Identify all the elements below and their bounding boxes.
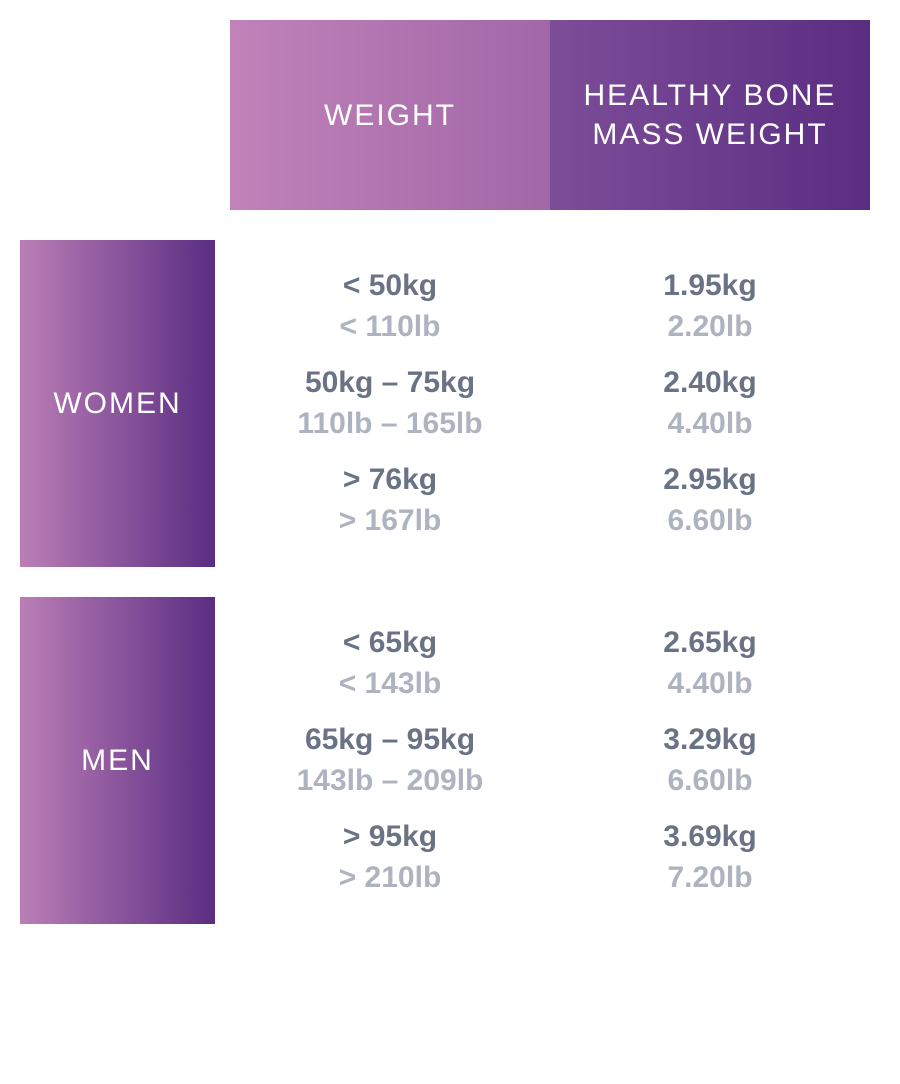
weight-kg: 50kg – 75kg xyxy=(230,363,550,404)
bone-kg: 3.29kg xyxy=(550,720,870,761)
bone-lb: 6.60lb xyxy=(550,761,870,802)
weight-kg: > 76kg xyxy=(230,460,550,501)
weight-lb: < 143lb xyxy=(230,664,550,705)
bone-lb: 4.40lb xyxy=(550,664,870,705)
table-cell: < 50kg < 110lb xyxy=(230,258,550,355)
table-cell: 3.29kg 6.60lb xyxy=(550,712,870,809)
bone-mass-table: WEIGHT HEALTHY BONE MASS WEIGHT WOMEN < … xyxy=(20,20,880,924)
bone-kg: 2.95kg xyxy=(550,460,870,501)
bone-kg: 3.69kg xyxy=(550,817,870,858)
spacer-row xyxy=(20,567,870,597)
column-header-bone-mass: HEALTHY BONE MASS WEIGHT xyxy=(550,20,870,210)
bone-kg: 2.65kg xyxy=(550,623,870,664)
weight-kg: 65kg – 95kg xyxy=(230,720,550,761)
weight-lb: > 167lb xyxy=(230,501,550,542)
table-cell: < 65kg < 143lb xyxy=(230,615,550,712)
men-weight-column: < 65kg < 143lb 65kg – 95kg 143lb – 209lb… xyxy=(230,597,550,924)
bone-lb: 4.40lb xyxy=(550,404,870,445)
table-cell: > 76kg > 167lb xyxy=(230,452,550,549)
weight-lb: 143lb – 209lb xyxy=(230,761,550,802)
spacer-row xyxy=(20,210,870,240)
column-header-weight: WEIGHT xyxy=(230,20,550,210)
men-bone-column: 2.65kg 4.40lb 3.29kg 6.60lb 3.69kg 7.20l… xyxy=(550,597,870,924)
bone-lb: 2.20lb xyxy=(550,307,870,348)
table-cell: > 95kg > 210lb xyxy=(230,809,550,906)
weight-lb: 110lb – 165lb xyxy=(230,404,550,445)
women-weight-column: < 50kg < 110lb 50kg – 75kg 110lb – 165lb… xyxy=(230,240,550,567)
table-cell: 2.65kg 4.40lb xyxy=(550,615,870,712)
weight-lb: < 110lb xyxy=(230,307,550,348)
bone-kg: 2.40kg xyxy=(550,363,870,404)
table-cell: 2.95kg 6.60lb xyxy=(550,452,870,549)
weight-lb: > 210lb xyxy=(230,858,550,899)
header-empty-cell xyxy=(20,20,230,210)
bone-lb: 6.60lb xyxy=(550,501,870,542)
table-cell: 65kg – 95kg 143lb – 209lb xyxy=(230,712,550,809)
bone-kg: 1.95kg xyxy=(550,266,870,307)
table-cell: 50kg – 75kg 110lb – 165lb xyxy=(230,355,550,452)
side-label-women: WOMEN xyxy=(20,240,215,567)
weight-kg: < 65kg xyxy=(230,623,550,664)
table-cell: 3.69kg 7.20lb xyxy=(550,809,870,906)
table-cell: 2.40kg 4.40lb xyxy=(550,355,870,452)
bone-lb: 7.20lb xyxy=(550,858,870,899)
weight-kg: > 95kg xyxy=(230,817,550,858)
weight-kg: < 50kg xyxy=(230,266,550,307)
side-label-men: MEN xyxy=(20,597,215,924)
table-cell: 1.95kg 2.20lb xyxy=(550,258,870,355)
women-bone-column: 1.95kg 2.20lb 2.40kg 4.40lb 2.95kg 6.60l… xyxy=(550,240,870,567)
